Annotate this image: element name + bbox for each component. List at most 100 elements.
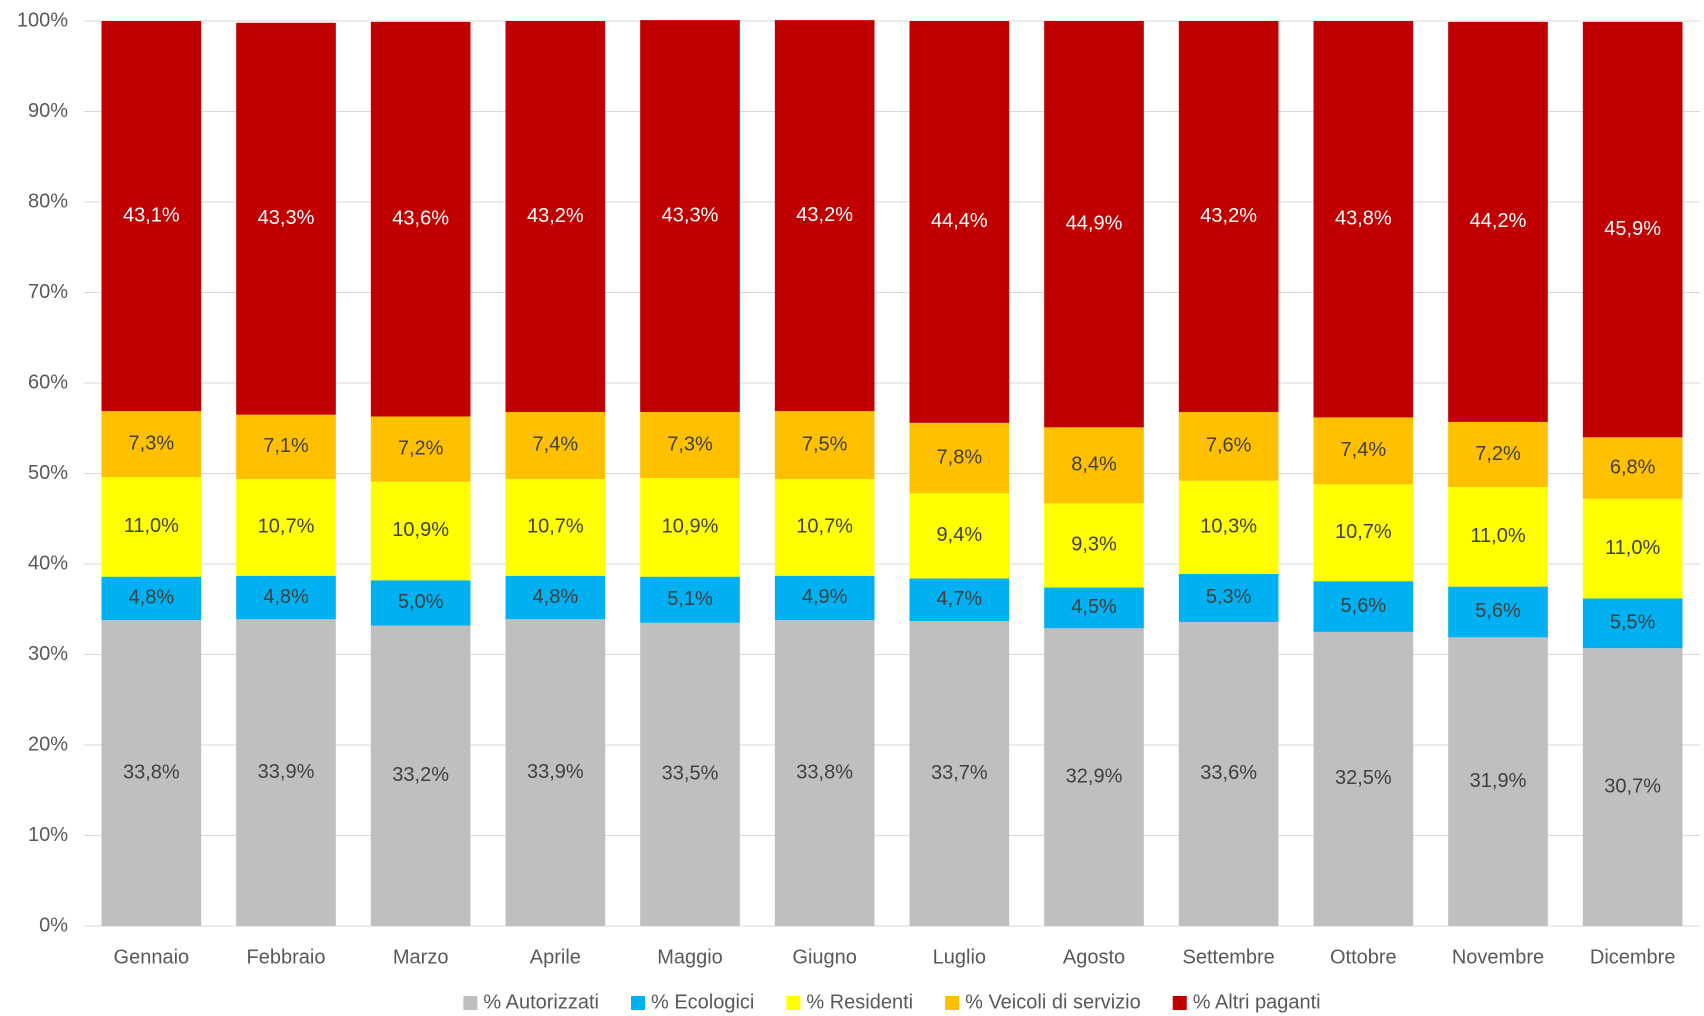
x-tick-label: Agosto [1063,946,1125,968]
data-label: 4,7% [937,588,983,610]
y-tick-label: 60% [28,371,68,393]
data-label: 43,2% [527,205,584,227]
bar-segment [640,478,740,577]
data-label: 32,5% [1335,767,1392,789]
data-label: 5,6% [1475,600,1521,622]
data-label: 5,6% [1341,595,1387,617]
bar-segment [1178,21,1279,412]
bar-segment [1448,586,1548,638]
legend-swatch [463,996,478,1010]
x-tick-label: Aprile [530,946,581,968]
bar-segment [370,481,471,581]
legend-swatch [631,996,646,1010]
bar-segment [236,478,336,576]
data-label: 33,7% [931,762,988,784]
legend-swatch [945,996,960,1010]
data-label: 33,9% [258,761,315,783]
y-tick-label: 20% [28,733,68,755]
bar-segment [370,21,471,417]
data-label: 11,0% [124,515,179,537]
bar-segment [505,411,606,479]
legend-label: % Residenti [806,991,913,1013]
data-label: 44,2% [1470,210,1527,232]
data-label: 33,5% [662,763,719,785]
data-label: 43,2% [1200,205,1257,227]
bar-segment [1044,21,1144,428]
bar-segment [909,493,1010,579]
bar-segment [1044,503,1144,588]
data-label: 5,3% [1206,586,1252,608]
bar-segment [1582,648,1683,926]
bar-segment [1448,487,1548,587]
y-tick-label: 70% [28,281,68,303]
data-label: 6,8% [1610,456,1656,478]
legend-label: % Autorizzati [483,991,599,1013]
bar-segment [774,620,875,926]
data-label: 10,7% [796,516,853,538]
data-label: 4,5% [1071,596,1117,618]
bar-segment [1313,484,1414,582]
bar-segment [101,411,202,478]
bar-segment [1178,411,1279,481]
bar-segment [370,625,471,926]
y-tick-label: 40% [28,552,68,574]
x-tick-label: Gennaio [114,946,190,968]
bar-segment [774,20,875,412]
data-label: 33,2% [392,764,449,786]
data-label: 7,3% [667,433,713,455]
data-label: 43,6% [392,207,449,229]
bar-segment [1044,628,1144,926]
bar-segment [640,411,740,479]
bar-segment [909,578,1010,622]
bar-segment [370,580,471,626]
legend-swatch [786,996,801,1010]
bar-segment [774,411,875,479]
data-label: 43,3% [662,204,719,226]
y-tick-label: 90% [28,100,68,122]
x-tick-label: Ottobre [1330,946,1397,968]
bar-segment [909,21,1010,423]
bar-segment [505,478,606,576]
bar-segment [1448,421,1548,488]
bar-segment [101,21,202,412]
data-label: 7,4% [1341,439,1387,461]
data-label: 11,0% [1605,537,1660,559]
bar-segment [1582,21,1683,438]
data-label: 5,0% [398,591,444,613]
data-label: 4,9% [802,586,848,608]
data-label: 43,1% [123,204,180,226]
x-tick-label: Febbraio [247,946,326,968]
bar-segment [1044,427,1144,504]
bar-segment [1313,21,1414,418]
bar-segment [505,619,606,926]
bar-segment [236,619,336,926]
data-label: 7,5% [802,433,848,455]
data-label: 4,8% [263,586,309,608]
data-label: 9,4% [937,524,983,546]
bar-segment [1313,631,1414,926]
data-label: 10,7% [527,516,584,538]
x-tick-label: Dicembre [1590,946,1676,968]
bar-segment [236,414,336,479]
y-tick-label: 0% [39,914,68,936]
bar-segment [101,477,202,577]
data-label: 31,9% [1470,770,1527,792]
data-label: 4,8% [533,586,579,608]
data-label: 33,8% [123,761,180,783]
data-label: 11,0% [1470,525,1525,547]
data-label: 10,7% [1335,521,1392,543]
bar-segment [101,620,202,926]
bar-segment [236,575,336,620]
data-label: 7,2% [398,437,444,459]
data-label: 43,3% [258,207,315,229]
data-label: 45,9% [1604,218,1661,240]
bar-segment [1178,621,1279,926]
x-tick-label: Luglio [933,946,986,968]
data-label: 10,7% [258,516,315,538]
bar-segment [1178,573,1279,622]
bar-segment [1582,598,1683,649]
bar-segment [1178,480,1279,574]
y-tick-label: 10% [28,824,68,846]
x-tick-label: Novembre [1452,946,1544,968]
